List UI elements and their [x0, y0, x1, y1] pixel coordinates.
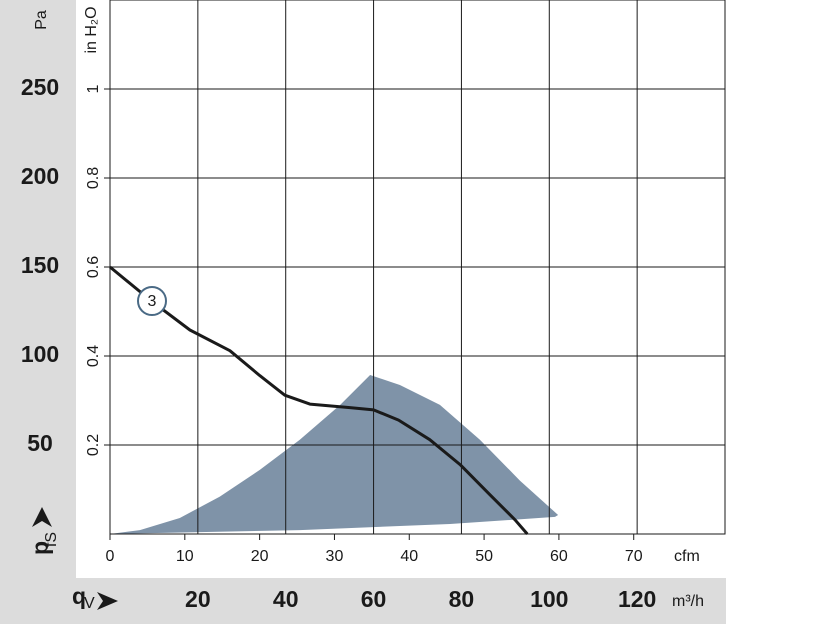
curve-label: 3: [148, 293, 157, 310]
y-symbol: p: [27, 541, 53, 555]
y2-tick-label: 1: [85, 84, 102, 93]
x2-unit: cfm: [674, 548, 700, 565]
y-tick-label: 100: [21, 341, 59, 367]
x-arrow: [97, 592, 118, 610]
y2-tick-label: 0.4: [85, 345, 102, 367]
bottom-band: [0, 578, 726, 624]
y2-tick-label: 0.6: [85, 256, 102, 278]
y-symbol-sub: fS: [43, 532, 60, 547]
y-tick-label: 250: [21, 74, 59, 100]
y-label: Pa: [33, 10, 50, 30]
y2-label: in H₂O: [83, 6, 100, 53]
operating-area: [110, 375, 559, 534]
x-tick-label: 20: [185, 586, 211, 612]
x-unit: m³/h: [672, 593, 704, 610]
x-tick-label: 120: [618, 586, 656, 612]
x-symbol: q: [72, 583, 86, 609]
y-tick-label: 200: [21, 163, 59, 189]
x2-tick-label: 40: [400, 548, 418, 565]
y-tick-label: 50: [27, 430, 53, 456]
x2-tick-label: 10: [176, 548, 194, 565]
x-tick-label: 80: [449, 586, 475, 612]
x-tick-label: 40: [273, 586, 299, 612]
y2-tick-label: 0.2: [85, 434, 102, 456]
curve-label-circle: [137, 286, 167, 316]
x-symbol-sub: V: [84, 595, 95, 612]
fan-curve: [109, 265, 529, 535]
x-tick-label: 60: [361, 586, 387, 612]
x2-tick-label: 0: [106, 548, 115, 565]
x2-tick-label: 50: [475, 548, 493, 565]
y-tick-label: 150: [21, 252, 59, 278]
y2-tick-label: 0.8: [85, 167, 102, 189]
x2-tick-label: 70: [625, 548, 643, 565]
x-tick-label: 100: [530, 586, 568, 612]
y-arrow: [32, 507, 52, 527]
x2-tick-label: 60: [550, 548, 568, 565]
x2-tick-label: 20: [251, 548, 269, 565]
x2-tick-label: 30: [326, 548, 344, 565]
